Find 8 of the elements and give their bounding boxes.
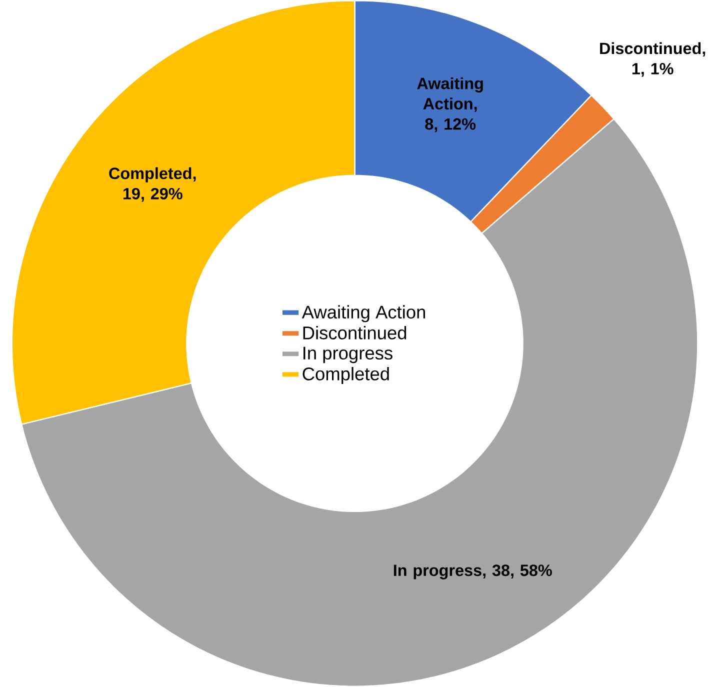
legend-label: Completed: [302, 367, 389, 384]
data-label: Completed, 19, 29%: [109, 167, 196, 202]
legend-label: Awaiting Action: [302, 305, 426, 322]
data-label: Discontinued, 1, 1%: [600, 42, 706, 77]
data-label: Awaiting Action, 8, 12%: [417, 77, 483, 132]
legend-label: In progress: [304, 346, 392, 364]
legend-label: Discontinued: [303, 326, 406, 340]
data-label: In progress, 38, 58%: [394, 564, 552, 580]
